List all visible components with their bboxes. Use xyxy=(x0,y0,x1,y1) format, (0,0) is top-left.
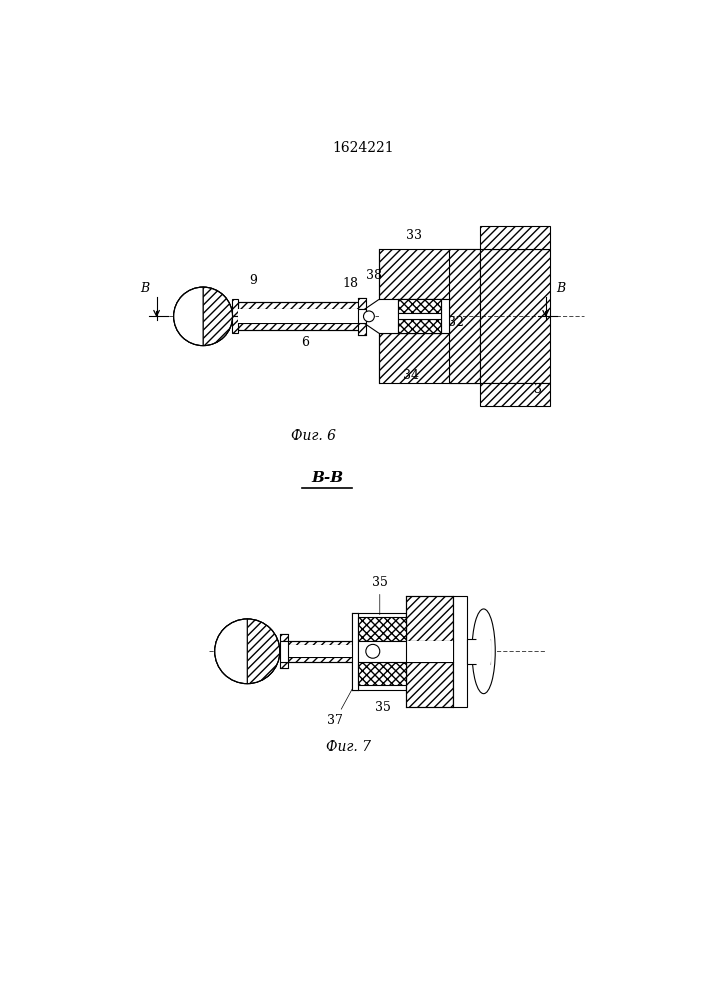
Bar xyxy=(232,316,238,333)
Bar xyxy=(352,613,358,690)
Bar xyxy=(232,299,238,316)
Text: 38: 38 xyxy=(366,269,382,282)
Bar xyxy=(358,298,366,309)
Bar xyxy=(398,299,441,313)
Bar xyxy=(379,333,480,383)
Text: B: B xyxy=(556,282,566,295)
Bar xyxy=(280,662,288,668)
Text: 35: 35 xyxy=(375,701,391,714)
Text: В-В: В-В xyxy=(311,471,343,485)
Text: 1624221: 1624221 xyxy=(332,141,394,155)
Bar xyxy=(238,302,363,309)
Bar xyxy=(358,309,366,323)
Bar xyxy=(280,641,288,662)
Circle shape xyxy=(366,644,380,658)
Bar xyxy=(280,634,288,641)
Bar xyxy=(379,249,480,299)
Bar xyxy=(406,596,452,641)
Bar xyxy=(480,249,549,383)
Wedge shape xyxy=(174,287,203,346)
Text: 6: 6 xyxy=(301,336,310,349)
Bar xyxy=(480,226,549,249)
Bar xyxy=(238,323,363,330)
Circle shape xyxy=(174,287,233,346)
Text: 37: 37 xyxy=(327,681,357,727)
Circle shape xyxy=(215,619,280,684)
Bar xyxy=(358,662,406,685)
Bar xyxy=(288,641,363,645)
Polygon shape xyxy=(364,323,379,333)
Bar xyxy=(406,662,452,707)
Bar xyxy=(398,319,441,333)
Bar xyxy=(358,641,406,662)
Text: 35: 35 xyxy=(372,576,387,615)
Ellipse shape xyxy=(476,617,491,686)
Text: Фиг. 6: Фиг. 6 xyxy=(291,429,336,443)
Bar xyxy=(406,641,452,662)
Bar xyxy=(449,249,480,383)
Bar xyxy=(288,657,363,662)
Wedge shape xyxy=(215,619,247,684)
Bar xyxy=(288,645,363,657)
Text: Фиг. 7: Фиг. 7 xyxy=(325,740,370,754)
Wedge shape xyxy=(203,287,233,346)
Text: 3: 3 xyxy=(534,383,542,396)
Text: 33: 33 xyxy=(406,229,422,242)
Bar xyxy=(379,299,449,333)
Bar xyxy=(480,383,549,406)
Ellipse shape xyxy=(472,609,495,694)
Bar xyxy=(358,617,406,641)
Text: 32: 32 xyxy=(448,316,464,329)
Bar xyxy=(452,596,467,707)
Text: 9: 9 xyxy=(250,274,257,287)
Bar xyxy=(238,309,363,323)
Wedge shape xyxy=(247,619,280,684)
Text: 34: 34 xyxy=(403,369,419,382)
Circle shape xyxy=(363,311,374,322)
Polygon shape xyxy=(364,299,379,309)
Bar xyxy=(358,323,366,335)
Bar xyxy=(467,639,490,664)
Text: B: B xyxy=(141,282,149,295)
Text: 18: 18 xyxy=(342,277,358,290)
Bar xyxy=(398,313,441,319)
